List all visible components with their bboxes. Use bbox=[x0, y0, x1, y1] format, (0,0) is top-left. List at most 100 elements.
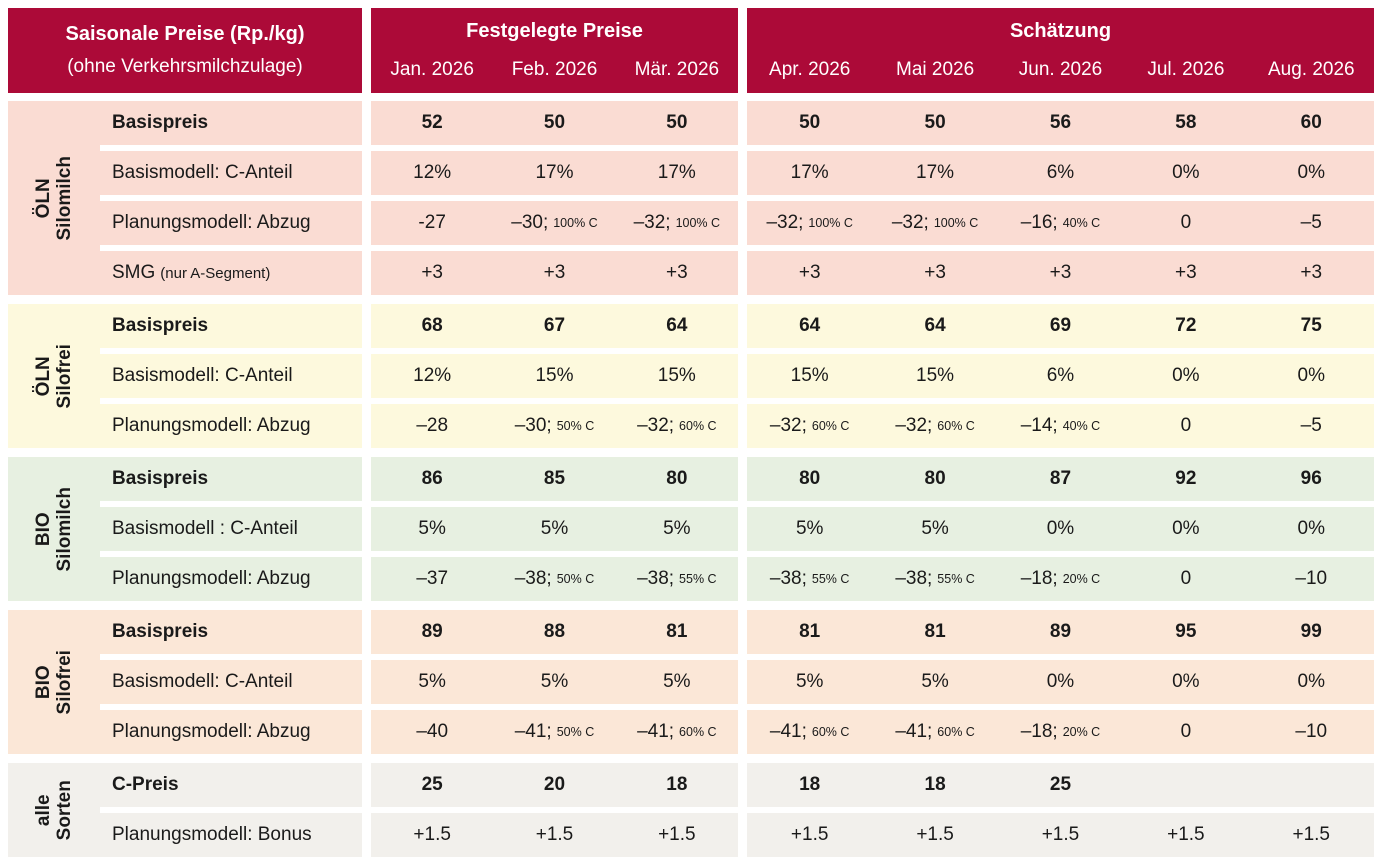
column-gap bbox=[362, 610, 371, 654]
cell-main-text: –41; bbox=[895, 721, 933, 742]
group-label-line: Sorten bbox=[54, 779, 75, 841]
table-cell: +1.5 bbox=[997, 813, 1124, 857]
column-gap bbox=[362, 151, 371, 195]
table-cell: 17% bbox=[615, 151, 738, 195]
table-cell: 56 bbox=[997, 101, 1124, 145]
table-cell: 0% bbox=[1248, 151, 1374, 195]
column-gap bbox=[362, 557, 371, 601]
table-cell: 86 bbox=[371, 457, 494, 501]
table-row: Basismodell: C-Anteil 5% 5% 5% 5% 5% 0% 0% 0% bbox=[100, 660, 1374, 704]
table-cell: –28 bbox=[371, 404, 494, 448]
estimate-label: Schätzung bbox=[1009, 20, 1112, 43]
table-cell: +1.5 bbox=[1248, 813, 1374, 857]
table-cell: 0% bbox=[1123, 151, 1249, 195]
cell-small-text: 55% C bbox=[811, 572, 850, 586]
table-cell: 96 bbox=[1248, 457, 1374, 501]
table-cell: 12% bbox=[371, 354, 494, 398]
table-cell: 80 bbox=[872, 457, 998, 501]
group-label-text: BIO Silofrei bbox=[33, 650, 76, 714]
month-header: Aug. 2026 bbox=[1267, 58, 1355, 80]
group-label-line: BIO bbox=[32, 512, 54, 546]
cell-main-text: –38; bbox=[895, 568, 933, 589]
table-cell: 64 bbox=[746, 304, 873, 348]
group-label-oln-silomilch: ÖLN Silomilch bbox=[8, 101, 100, 295]
table-cell: +1.5 bbox=[746, 813, 873, 857]
estimate-months-row: Apr. 2026 Mai 2026 Jun. 2026 Jul. 2026 Aug. … bbox=[747, 51, 1374, 90]
table-cell: –14; 40% C bbox=[997, 404, 1124, 448]
group-label-line: ÖLN bbox=[32, 355, 54, 397]
table-cell: -27 bbox=[371, 201, 494, 245]
column-gap bbox=[362, 201, 371, 245]
column-gap bbox=[738, 763, 747, 807]
cell-small-text: 100% C bbox=[808, 216, 853, 230]
cell-main-text: –16; bbox=[1020, 212, 1058, 233]
table-cell: 0% bbox=[1123, 354, 1249, 398]
table-cell: 60 bbox=[1248, 101, 1374, 145]
table-cell: +1.5 bbox=[615, 813, 738, 857]
cell-main-text: –32; bbox=[895, 415, 933, 436]
table-cell: 68 bbox=[371, 304, 494, 348]
fixed-months-row: Jan. 2026 Feb. 2026 Mär. 2026 bbox=[371, 51, 738, 90]
table-cell: –16; 40% C bbox=[997, 201, 1124, 245]
month-header: Jun. 2026 bbox=[1018, 58, 1103, 80]
group-oln-silofrei: ÖLN Silofrei Basispreis 68 67 64 64 64 69 72 75 Bas… bbox=[8, 304, 1374, 448]
table-cell: –38; 50% C bbox=[493, 557, 616, 601]
row-label: C-Preis bbox=[100, 763, 362, 807]
table-row: Planungsmodell: Bonus +1.5 +1.5 +1.5 +1.5 +1.… bbox=[100, 813, 1374, 857]
month-header: Feb. 2026 bbox=[511, 58, 598, 80]
table-cell: 5% bbox=[746, 660, 873, 704]
table-cell: 0 bbox=[1123, 557, 1249, 601]
cell-small-text: 40% C bbox=[1062, 216, 1101, 230]
row-label: Basismodell : C-Anteil bbox=[100, 507, 362, 551]
column-gap bbox=[362, 101, 371, 145]
column-gap bbox=[362, 813, 371, 857]
group-label-text: BIO Silomilch bbox=[33, 487, 76, 571]
table-cell: 0 bbox=[1123, 710, 1249, 754]
table-cell: 50 bbox=[615, 101, 738, 145]
table-cell: 5% bbox=[493, 660, 616, 704]
table-row: Basismodell: C-Anteil 12% 17% 17% 17% 17% 6% 0%… bbox=[100, 151, 1374, 195]
estimate-header-block: Schätzung Apr. 2026 Mai 2026 Jun. 2026 Jul.… bbox=[747, 8, 1374, 93]
table-cell: 17% bbox=[746, 151, 873, 195]
group-label-alle-sorten: alle Sorten bbox=[8, 763, 100, 857]
table-cell: +3 bbox=[746, 251, 873, 295]
group-label-line: alle bbox=[32, 794, 54, 826]
table-cell: –32; 100% C bbox=[746, 201, 873, 245]
table-cell: –41; 60% C bbox=[746, 710, 873, 754]
cell-main-text: –41; bbox=[637, 721, 675, 742]
cell-main-text: –30; bbox=[511, 212, 549, 233]
group-label-text: ÖLN Silofrei bbox=[33, 344, 76, 408]
table-cell: –10 bbox=[1248, 710, 1374, 754]
table-cell: 87 bbox=[997, 457, 1124, 501]
table-cell: 0 bbox=[1123, 404, 1249, 448]
table-cell: 58 bbox=[1123, 101, 1249, 145]
table-cell: 80 bbox=[615, 457, 738, 501]
table-cell bbox=[1123, 763, 1249, 807]
column-gap bbox=[738, 201, 747, 245]
table-cell: +1.5 bbox=[872, 813, 998, 857]
table-cell: –41; 60% C bbox=[615, 710, 738, 754]
group-label-line: BIO bbox=[32, 665, 54, 699]
table-row: Basispreis 52 50 50 50 50 56 58 60 bbox=[100, 101, 1374, 145]
table-cell: 0% bbox=[1123, 660, 1249, 704]
month-header: Jan. 2026 bbox=[390, 58, 474, 80]
column-gap bbox=[362, 507, 371, 551]
group-alle-sorten: alle Sorten C-Preis 25 20 18 18 18 25 Planungsmod… bbox=[8, 763, 1374, 857]
month-header: Mai 2026 bbox=[896, 58, 975, 80]
group-rows: Basispreis 89 88 81 81 81 89 95 99 Basismodell: C… bbox=[100, 610, 1374, 754]
group-rows: Basispreis 86 85 80 80 80 87 92 96 Basismodell : … bbox=[100, 457, 1374, 601]
column-gap bbox=[362, 710, 371, 754]
group-label-line: ÖLN bbox=[32, 177, 54, 219]
cell-small-text: 50% C bbox=[556, 572, 595, 586]
table-cell: 67 bbox=[493, 304, 616, 348]
column-gap bbox=[362, 660, 371, 704]
cell-small-text: 60% C bbox=[811, 419, 850, 433]
column-gap bbox=[738, 251, 747, 295]
cell-small-text: 55% C bbox=[937, 572, 975, 586]
table-cell: 50 bbox=[872, 101, 998, 145]
table-row: Basispreis 68 67 64 64 64 69 72 75 bbox=[100, 304, 1374, 348]
table-row: Basispreis 86 85 80 80 80 87 92 96 bbox=[100, 457, 1374, 501]
table-cell: 81 bbox=[872, 610, 998, 654]
cell-main-text: –18; bbox=[1020, 568, 1058, 589]
column-gap bbox=[738, 354, 747, 398]
